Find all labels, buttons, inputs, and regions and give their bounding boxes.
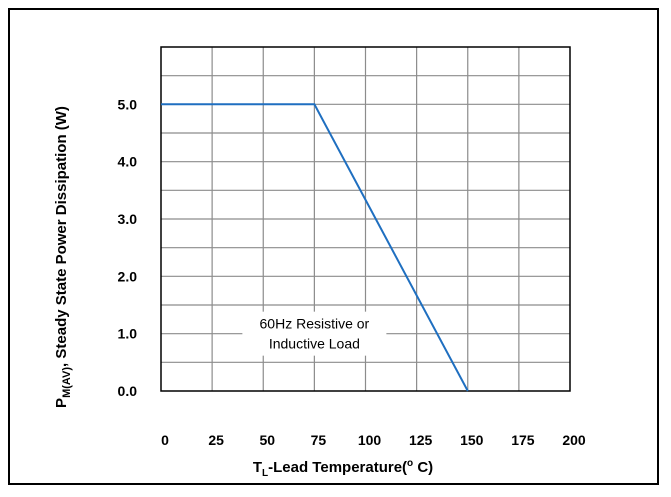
y-tick-label: 1.0	[118, 326, 138, 342]
y-tick-label: 5.0	[118, 96, 138, 112]
annotation-line-2: Inductive Load	[269, 336, 360, 352]
y-axis-title-text: , Steady State Power Dissipation (W)	[53, 106, 70, 367]
x-tick-label: 50	[259, 432, 275, 448]
x-tick-label: 75	[311, 432, 327, 448]
x-axis-title-text: -Lead Temperature(	[268, 459, 407, 476]
y-axis-title: PM(AV), Steady State Power Dissipation (…	[53, 106, 73, 408]
plot-area	[160, 46, 571, 392]
x-tick-labels: 0 25 50 75 100 125 150 175 200	[161, 432, 586, 448]
x-axis-title-subscript: L	[262, 468, 268, 479]
y-tick-label: 2.0	[118, 268, 138, 284]
x-tick-label: 125	[409, 432, 433, 448]
y-tick-label: 0.0	[118, 383, 138, 399]
y-axis-title-symbol: P	[53, 398, 70, 408]
x-tick-label: 25	[208, 432, 224, 448]
annotation-line-1: 60Hz Resistive or	[260, 316, 370, 332]
x-tick-label: 0	[161, 432, 169, 448]
series-line-1	[161, 103, 469, 392]
x-axis-title-unit: C)	[413, 459, 433, 476]
y-axis-title-subscript: M(AV)	[61, 367, 73, 398]
series-layer	[161, 103, 469, 392]
x-axis-title-symbol: T	[253, 459, 262, 476]
y-tick-label: 4.0	[118, 154, 138, 170]
x-axis-title: TL-Lead Temperature(o C)	[253, 458, 433, 479]
load-annotation: 60Hz Resistive or Inductive Load	[242, 311, 387, 356]
x-axis-title-degree: o	[407, 458, 413, 469]
annotation-background	[242, 311, 387, 356]
x-tick-label: 100	[358, 432, 382, 448]
x-tick-label: 200	[562, 432, 586, 448]
x-tick-label: 150	[460, 432, 484, 448]
chart-frame	[8, 8, 659, 485]
y-tick-label: 3.0	[118, 211, 138, 227]
x-tick-label: 175	[511, 432, 535, 448]
y-tick-labels: 0.0 1.0 2.0 3.0 4.0 5.0	[118, 96, 138, 399]
